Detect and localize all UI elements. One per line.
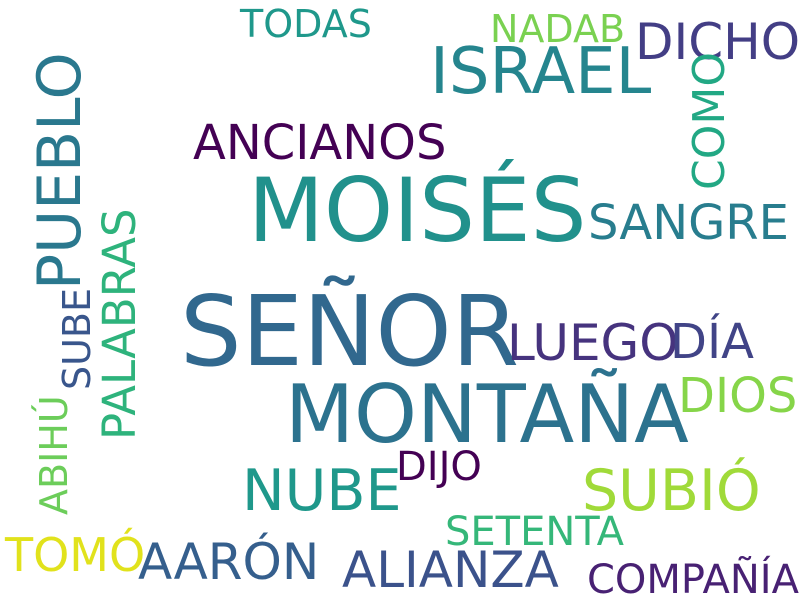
word-nube: NUBE — [242, 458, 402, 524]
word-compania: COMPAÑÍA — [587, 557, 799, 600]
word-dijo: DIJO — [396, 444, 482, 490]
word-aaron: AARÓN — [138, 533, 320, 591]
word-pueblo: PUEBLO — [25, 52, 95, 290]
word-setenta: SETENTA — [445, 509, 624, 555]
word-dia: DÍA — [670, 314, 754, 370]
word-ancianos: ANCIANOS — [193, 115, 447, 171]
word-alianza: ALIANZA — [342, 541, 559, 599]
word-sube: SUBE — [55, 287, 99, 390]
word-todas: TODAS — [240, 2, 372, 46]
word-moises: MOISÉS — [248, 159, 587, 262]
word-luego: LUEGO — [507, 314, 679, 372]
word-nadab: NADAB — [490, 7, 626, 51]
word-tomo: TOMÓ — [5, 528, 146, 582]
word-subio: SUBIÓ — [582, 458, 761, 524]
word-dicho: DICHO — [635, 13, 800, 71]
word-senor: SEÑOR — [180, 275, 520, 388]
word-montana: MONTAÑA — [285, 368, 689, 461]
word-abihu: ABIHÚ — [32, 395, 76, 515]
word-dios: DIOS — [678, 368, 798, 424]
word-como: COMO — [684, 52, 735, 190]
word-palabras: PALABRAS — [93, 208, 146, 440]
word-sangre: SANGRE — [588, 195, 789, 251]
word-israel: ISRAEL — [430, 35, 652, 109]
